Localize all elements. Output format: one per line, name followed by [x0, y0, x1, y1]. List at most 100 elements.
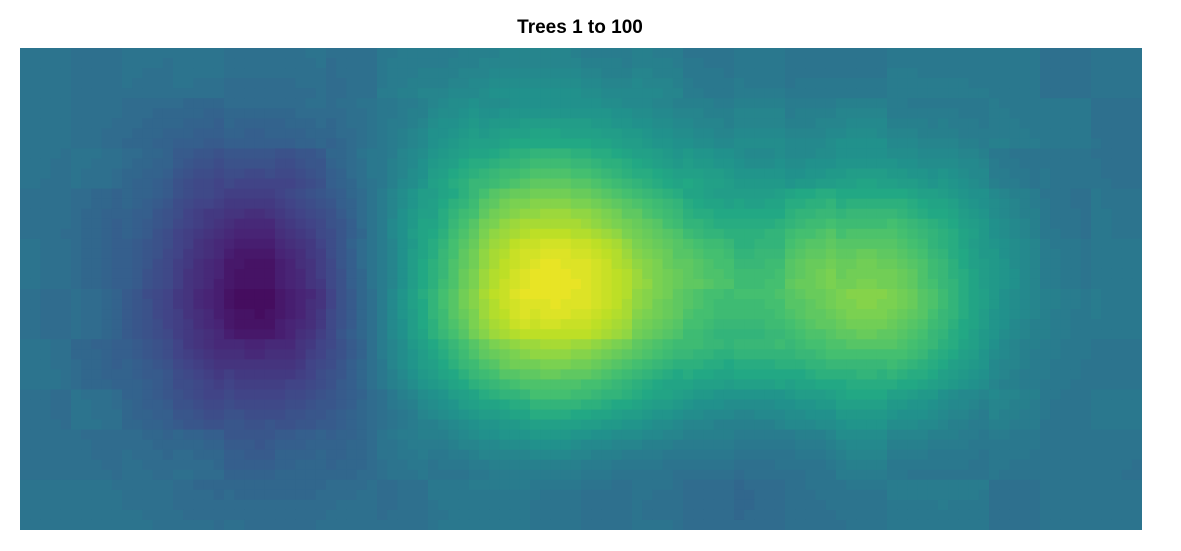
heatmap-cell: [621, 489, 633, 501]
heatmap-cell: [377, 399, 388, 411]
heatmap-cell: [856, 48, 868, 59]
heatmap-cell: [734, 449, 745, 461]
heatmap-cell: [744, 218, 755, 230]
heatmap-cell: [295, 98, 307, 109]
heatmap-cell: [815, 299, 827, 310]
heatmap-cell: [142, 138, 154, 150]
heatmap-cell: [173, 228, 184, 240]
heatmap-cell: [20, 479, 31, 491]
heatmap-cell: [887, 268, 898, 280]
heatmap-cell: [713, 319, 725, 330]
heatmap-cell: [397, 459, 409, 471]
heatmap-cell: [509, 238, 521, 250]
heatmap-cell: [713, 449, 725, 461]
heatmap-cell: [1070, 58, 1082, 69]
heatmap-cell: [846, 449, 857, 461]
heatmap-cell: [795, 128, 806, 139]
heatmap-cell: [305, 238, 317, 250]
heatmap-cell: [1060, 168, 1072, 180]
heatmap-cell: [876, 58, 888, 69]
heatmap-cell: [723, 138, 735, 150]
heatmap-cell: [785, 108, 796, 119]
heatmap-cell: [713, 429, 725, 441]
heatmap-cell: [999, 238, 1010, 250]
heatmap-cell: [489, 399, 500, 411]
heatmap-cell: [499, 208, 511, 220]
heatmap-cell: [326, 138, 337, 150]
heatmap-cell: [183, 68, 194, 79]
heatmap-cell: [1111, 48, 1123, 59]
heatmap-cell: [581, 409, 592, 421]
heatmap-cell: [550, 359, 562, 370]
heatmap-cell: [825, 299, 837, 310]
heatmap-cell: [1009, 389, 1021, 401]
heatmap-cell: [550, 349, 562, 360]
heatmap-cell: [989, 78, 1000, 89]
heatmap-cell: [948, 389, 959, 401]
heatmap-cell: [703, 349, 715, 360]
heatmap-cell: [672, 278, 684, 290]
heatmap-cell: [876, 238, 888, 250]
heatmap-cell: [30, 309, 41, 320]
heatmap-cell: [968, 58, 980, 69]
heatmap-cell: [428, 198, 439, 210]
heatmap-cell: [866, 168, 878, 180]
heatmap-cell: [866, 439, 878, 451]
heatmap-cell: [540, 118, 551, 129]
heatmap-cell: [519, 349, 531, 360]
heatmap-cell: [744, 108, 755, 119]
heatmap-cell: [723, 238, 735, 250]
heatmap-cell: [315, 469, 327, 481]
heatmap-cell: [999, 289, 1010, 300]
heatmap-cell: [601, 258, 613, 270]
heatmap-cell: [254, 248, 266, 260]
heatmap-cell: [71, 409, 82, 421]
heatmap-cell: [846, 228, 857, 240]
heatmap-cell: [152, 399, 164, 411]
heatmap-cell: [754, 108, 766, 119]
heatmap-cell: [81, 208, 92, 220]
heatmap-cell: [428, 178, 439, 190]
heatmap-cell: [570, 319, 582, 330]
heatmap-cell: [948, 68, 959, 79]
heatmap-cell: [50, 258, 62, 270]
heatmap-cell: [305, 359, 317, 370]
heatmap-cell: [326, 98, 337, 109]
heatmap-cell: [764, 68, 776, 79]
heatmap-cell: [978, 268, 990, 280]
heatmap-cell: [1050, 419, 1061, 431]
heatmap-cell: [152, 309, 164, 320]
heatmap-cell: [173, 439, 184, 451]
heatmap-cell: [468, 349, 480, 360]
heatmap-cell: [509, 148, 521, 160]
heatmap-cell: [1060, 299, 1072, 310]
heatmap-cell: [111, 489, 123, 501]
heatmap-cell: [591, 258, 602, 270]
heatmap-cell: [642, 68, 653, 79]
heatmap-cell: [305, 178, 317, 190]
heatmap-cell: [785, 228, 796, 240]
heatmap-cell: [20, 168, 31, 180]
heatmap-cell: [897, 98, 908, 109]
heatmap-cell: [234, 208, 245, 220]
heatmap-cell: [591, 479, 602, 491]
heatmap-cell: [142, 248, 154, 260]
heatmap-cell: [407, 98, 419, 109]
heatmap-cell: [1070, 138, 1082, 150]
heatmap-cell: [836, 419, 847, 431]
heatmap-cell: [142, 58, 154, 69]
heatmap-cell: [142, 158, 154, 170]
heatmap-cell: [927, 138, 939, 150]
heatmap-cell: [30, 88, 41, 99]
heatmap-cell: [785, 58, 796, 69]
heatmap-cell: [295, 268, 307, 280]
heatmap-cell: [213, 399, 225, 411]
heatmap-cell: [581, 258, 592, 270]
heatmap-cell: [703, 369, 715, 380]
heatmap-cell: [356, 258, 368, 270]
heatmap-cell: [621, 379, 633, 391]
heatmap-cell: [152, 158, 164, 170]
heatmap-cell: [948, 278, 959, 290]
heatmap-cell: [795, 248, 806, 260]
heatmap-cell: [887, 339, 898, 350]
